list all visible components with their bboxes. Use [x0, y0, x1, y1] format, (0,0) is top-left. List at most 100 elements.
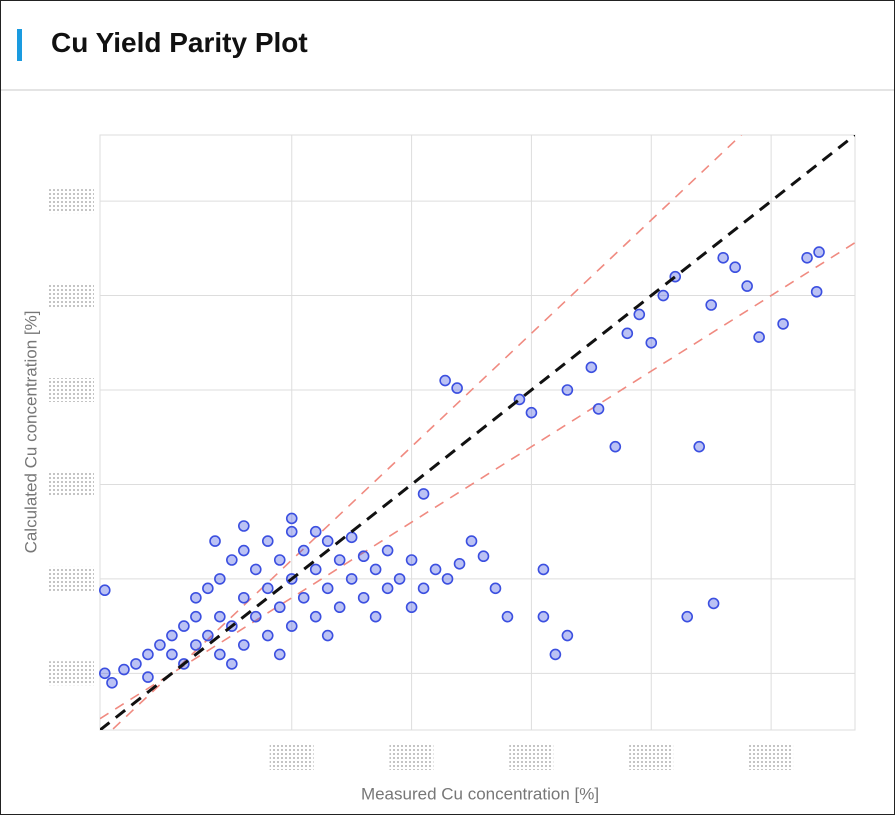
point	[381, 582, 394, 595]
point	[609, 440, 622, 453]
point	[777, 318, 789, 330]
point	[321, 535, 334, 547]
panel-title: Cu Yield Parity Plot	[51, 27, 308, 58]
point	[166, 629, 178, 642]
point	[439, 374, 451, 387]
point	[393, 573, 406, 585]
point	[98, 667, 111, 680]
point	[321, 582, 334, 595]
point	[190, 610, 202, 623]
point	[214, 573, 226, 585]
point	[801, 251, 813, 264]
x-axis-label: Measured Cu concentration [%]	[361, 784, 599, 803]
obscured-tick-label	[269, 744, 314, 770]
point	[561, 629, 574, 642]
point	[333, 554, 346, 566]
point	[451, 382, 463, 394]
point	[453, 557, 466, 570]
point	[238, 639, 250, 651]
point	[98, 584, 111, 597]
parity-line	[100, 135, 855, 730]
point	[249, 610, 262, 623]
point	[345, 531, 358, 544]
obscured-tick-label	[509, 744, 554, 770]
point	[369, 563, 382, 576]
point	[190, 639, 202, 651]
point	[525, 406, 538, 419]
point	[273, 554, 286, 566]
obscured-tick-label	[48, 566, 94, 591]
point	[238, 544, 250, 557]
point	[285, 512, 298, 525]
point	[417, 582, 430, 595]
accent-bar	[17, 29, 22, 61]
point	[106, 676, 118, 689]
y-axis-label: Calculated Cu concentration [%]	[21, 311, 40, 554]
point	[297, 591, 310, 604]
point	[417, 488, 430, 500]
point	[441, 573, 454, 585]
point	[249, 563, 262, 576]
point	[321, 629, 334, 642]
point	[214, 648, 226, 661]
obscured-tick-label	[389, 744, 434, 770]
point	[178, 620, 190, 632]
point	[238, 520, 250, 532]
point	[369, 610, 382, 623]
point	[810, 285, 823, 298]
bound-line	[100, 241, 855, 720]
obscured-tick-label	[629, 744, 674, 770]
point	[741, 280, 753, 292]
obscured-tick-label	[48, 378, 94, 402]
point	[645, 336, 658, 349]
point	[273, 648, 286, 661]
point	[166, 648, 178, 661]
point	[214, 610, 226, 623]
point	[261, 582, 274, 595]
point	[142, 648, 154, 661]
point	[717, 251, 729, 264]
point	[693, 440, 706, 453]
point	[273, 601, 286, 614]
point	[357, 591, 370, 604]
point	[705, 299, 717, 311]
point	[202, 582, 214, 595]
point	[333, 601, 346, 614]
obscured-tick-label	[48, 661, 94, 686]
point	[405, 601, 418, 614]
point	[261, 629, 274, 642]
point	[681, 610, 694, 623]
point	[501, 610, 514, 623]
point	[190, 591, 202, 604]
point	[477, 550, 490, 563]
bound-line	[110, 135, 743, 730]
obscured-tick-label	[749, 744, 794, 770]
point	[297, 544, 310, 557]
obscured-tick-label	[48, 283, 94, 308]
point	[209, 535, 221, 547]
point	[142, 671, 154, 683]
point	[621, 327, 634, 340]
point	[118, 663, 130, 676]
point	[707, 597, 720, 610]
point	[238, 591, 250, 604]
point	[537, 610, 550, 623]
point	[309, 563, 322, 576]
point	[285, 525, 298, 538]
point	[489, 582, 502, 595]
point	[465, 535, 478, 547]
point	[753, 331, 765, 343]
panel-header: Cu Yield Parity Plot	[1, 1, 894, 91]
point	[381, 544, 394, 557]
point	[226, 658, 238, 670]
point	[429, 563, 442, 576]
point	[357, 550, 370, 563]
point	[202, 629, 214, 642]
point	[309, 610, 322, 623]
point	[309, 525, 322, 538]
point	[285, 620, 298, 632]
plot-frame	[99, 134, 856, 731]
point	[729, 261, 741, 274]
